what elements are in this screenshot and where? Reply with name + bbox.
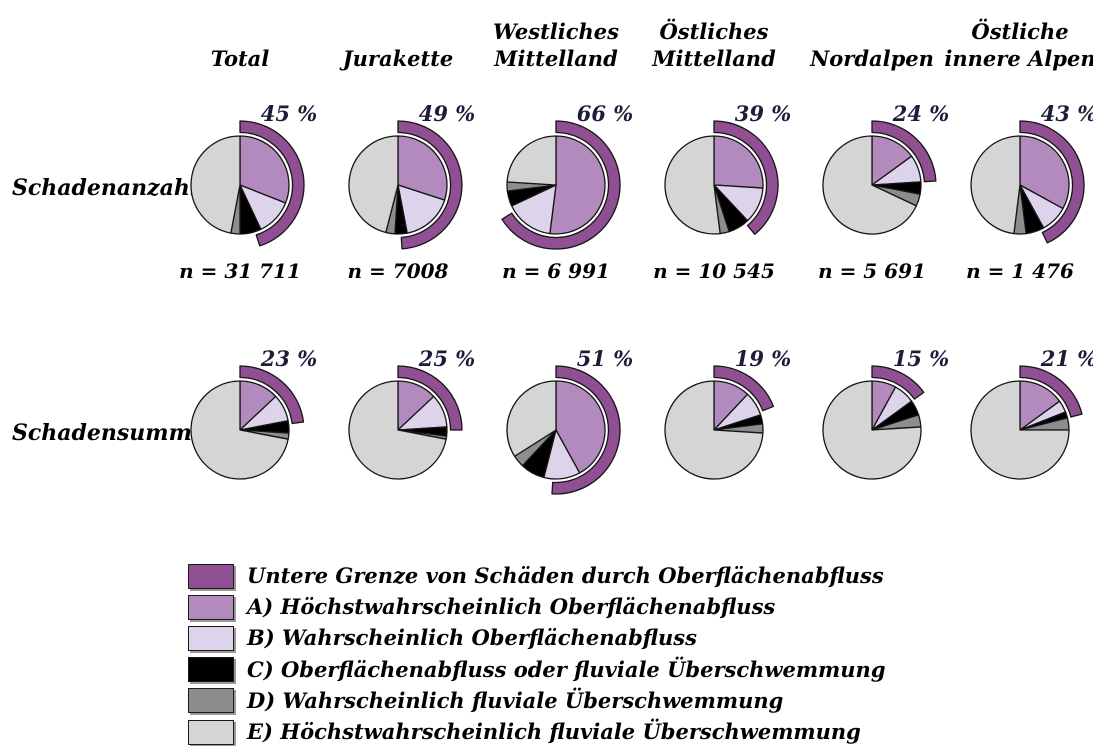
pie-segment-E [664,135,721,235]
n-label: n = 7008 [347,259,449,283]
pie-schadensumme-col3 [506,365,621,495]
pie-schadenanzahl-col4 [664,120,779,235]
pie-segment-A [1019,135,1070,210]
legend-label: C) Oberflächenabfluss oder fluviale Über… [247,656,886,682]
column-header: Östliches Mittelland [635,12,793,72]
column-header-line: Mittelland [494,46,618,71]
column-header-line: Mittelland [652,46,776,71]
n-label: n = 1 476 [966,259,1074,283]
column-header: Östliche innere Alpen [941,12,1093,72]
column-header-line: Total [210,46,270,71]
pie-schadenanzahl-col1 [190,120,305,247]
percent-label: 45 % [260,101,318,126]
legend-item-D: D) Wahrscheinlich fluviale Überschwemmun… [188,688,783,714]
pie-segment-A [239,135,290,204]
column-header: Total [161,12,319,72]
lower-bound-arc [501,120,621,250]
pie-segment-A [713,135,764,189]
legend-swatch-D [188,688,234,714]
pie-segment-E [822,135,917,235]
pie-segment-E [190,135,241,234]
percent-label: 24 % [892,101,950,126]
pie-segment-A [555,380,606,474]
pie-schadenanzahl-col6 [970,120,1085,244]
pie-segment-E [664,380,764,480]
pie-schadenanzahl-col2 [348,120,463,250]
column-header: Nordalpen [793,12,951,72]
pie-segment-E [348,380,447,480]
lower-bound-arc [551,365,621,495]
pie-segment-E [970,135,1021,235]
pie-segment-A [549,135,606,235]
pie-schadenanzahl-col3 [501,120,621,250]
pie-segment-B [511,184,557,235]
pie-schadensumme-col5 [822,365,925,480]
legend-label: D) Wahrscheinlich fluviale Überschwemmun… [247,687,784,713]
percent-label: 39 % [734,101,792,126]
percent-label: 15 % [892,346,950,371]
pie-segment-A [397,135,448,201]
legend-item-E: E) Höchstwahrscheinlich fluviale Übersch… [188,719,861,745]
legend-item-B: B) Wahrscheinlich Oberflächenabfluss [188,625,697,651]
legend-swatch-E [188,719,234,745]
percent-label: 23 % [260,346,318,371]
pie-schadensumme-col1 [190,365,305,480]
percent-label: 21 % [1040,346,1093,371]
column-header-line: Nordalpen [810,46,934,71]
column-header-line: Westliches [493,19,619,44]
percent-label: 25 % [418,346,476,371]
pie-schadensumme-col2 [348,365,463,480]
lower-bound-arc [713,365,775,412]
legend-swatch-A [188,594,234,620]
legend-swatch-C [188,657,234,683]
percent-label: 49 % [418,101,476,126]
legend-label: E) Höchstwahrscheinlich fluviale Übersch… [247,719,861,744]
pie-segment-E [822,380,922,480]
percent-label: 43 % [1040,101,1093,126]
pie-segment-E [970,380,1070,480]
pie-schadenanzahl-col5 [822,120,937,235]
pie-segment-E [506,380,557,457]
lower-bound-arc [713,120,779,235]
n-label: n = 31 711 [179,259,301,283]
legend-item-A: A) Höchstwahrscheinlich Oberflächenabflu… [188,594,775,620]
column-header-line: innere Alpen [944,46,1093,71]
legend-label: B) Wahrscheinlich Oberflächenabfluss [247,625,697,651]
legend-item-C: C) Oberflächenabfluss oder fluviale Über… [188,657,886,683]
column-header-line: Östliche [971,19,1069,44]
column-header: Westliches Mittelland [477,12,635,72]
n-label: n = 6 991 [502,259,610,283]
lower-bound-arc [239,365,305,425]
legend-swatch-B [188,625,234,651]
lower-bound-arc [1019,120,1085,244]
column-header: Jurakette [319,12,477,72]
legend-label: A) Höchstwahrscheinlich Oberflächenabflu… [247,594,776,620]
row-label-schadensumme: Schadensumme [12,420,206,446]
lower-bound-arc [397,365,463,431]
legend-item-lower_bound: Untere Grenze von Schäden durch Oberfläc… [188,563,884,589]
pie-schadensumme-col4 [664,365,775,480]
pie-segment-E [190,380,289,480]
lower-bound-arc [871,365,925,400]
n-label: n = 5 691 [818,259,926,283]
legend-swatch-lower_bound [188,563,234,589]
n-label: n = 10 545 [653,259,775,283]
pie-segment-B [397,184,446,234]
lower-bound-arc [871,120,937,183]
lower-bound-arc [397,120,463,250]
lower-bound-arc [1019,365,1083,418]
column-header-line: Jurakette [342,46,454,71]
legend-label: Untere Grenze von Schäden durch Oberfläc… [247,563,884,588]
percent-label: 51 % [576,346,634,371]
row-label-schadenanzahl: Schadenanzahl [12,175,199,201]
pie-schadensumme-col6 [970,365,1083,480]
pie-segment-E [506,135,557,186]
pie-segment-E [348,135,399,234]
percent-label: 66 % [576,101,634,126]
lower-bound-arc [239,120,305,247]
percent-label: 19 % [734,346,792,371]
column-header-line: Östliches [659,19,769,44]
